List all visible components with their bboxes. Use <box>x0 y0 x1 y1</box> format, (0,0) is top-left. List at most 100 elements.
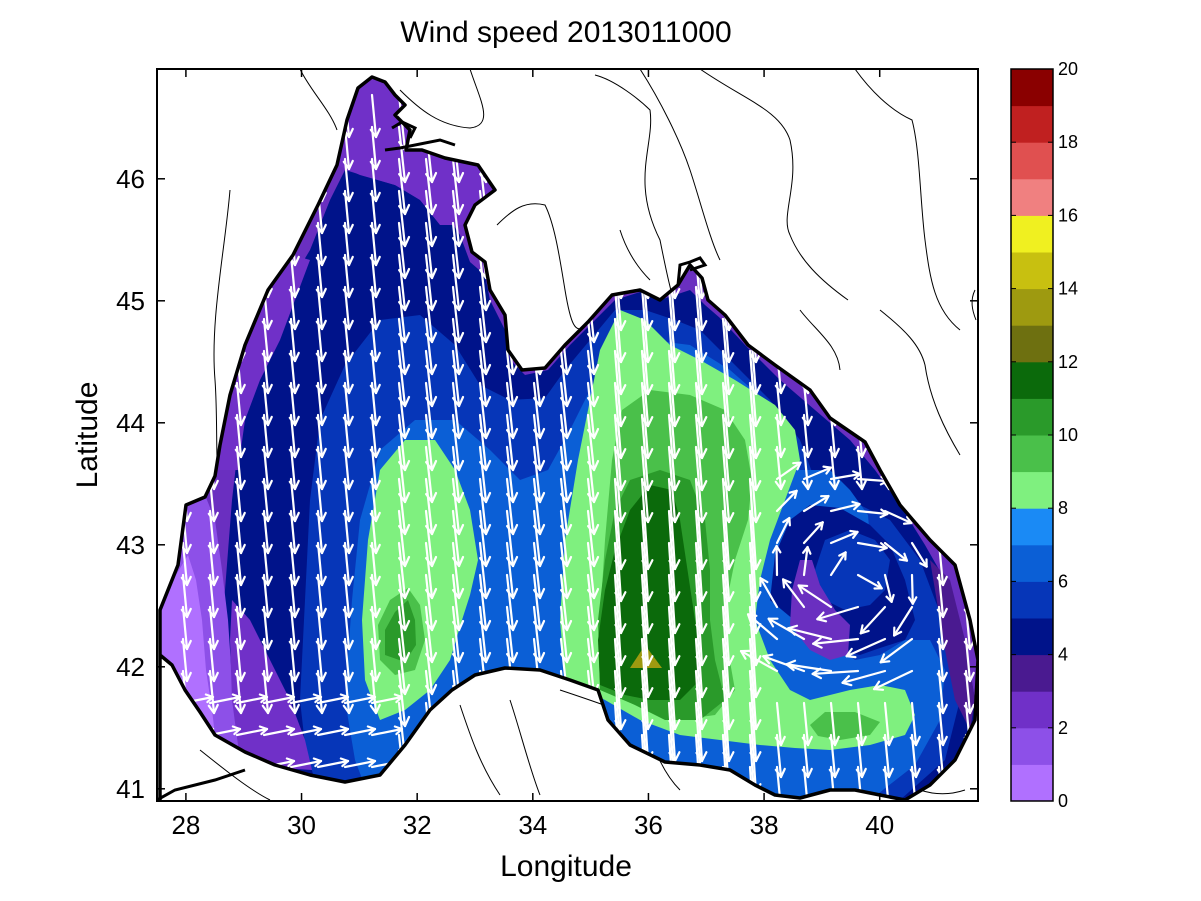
wind-arrow <box>775 516 791 545</box>
colorbar-band <box>1011 654 1053 692</box>
wind-arrow <box>829 470 862 481</box>
zone-9-10-southeast <box>810 712 880 740</box>
wind-arrow <box>829 551 847 577</box>
wind-arrow <box>856 541 888 552</box>
wind-arrow <box>235 693 269 705</box>
colorbar-band <box>1011 691 1053 729</box>
colorbar-tick-label: 16 <box>1058 205 1078 225</box>
colorbar-band <box>1011 435 1053 473</box>
y-axis-ticks: 41 42 43 44 45 46 <box>116 164 978 804</box>
wind-arrow <box>802 494 830 513</box>
wind-arrow <box>207 669 219 715</box>
wind-arrow <box>315 669 327 715</box>
colorbar-tick-label: 4 <box>1058 645 1068 665</box>
colorbar-band <box>1011 544 1053 582</box>
colorbar-band <box>1011 142 1053 180</box>
wind-arrow <box>893 605 914 637</box>
wind-arrow <box>828 445 840 491</box>
colorbar-tick-label: 0 <box>1058 791 1068 811</box>
x-tick-label: 36 <box>634 810 663 840</box>
y-tick-label: 45 <box>116 286 145 316</box>
wind-arrow <box>883 573 895 603</box>
wind-arrow <box>856 573 883 590</box>
colorbar-tick-label: 8 <box>1058 498 1068 518</box>
colorbar-band <box>1011 764 1053 802</box>
wind-arrow <box>343 693 377 705</box>
wind-arrow <box>762 653 806 673</box>
wind-arrow <box>774 445 786 491</box>
y-tick-label: 46 <box>116 164 145 194</box>
colorbar-band <box>1011 252 1053 290</box>
wind-arrow <box>910 765 921 800</box>
wind-arrow <box>370 725 404 737</box>
azov-coastline <box>676 256 708 286</box>
wind-arrow <box>855 445 867 491</box>
wind-arrow <box>739 649 779 673</box>
wind-arrow <box>816 605 860 623</box>
wind-arrow <box>748 733 758 800</box>
wind-arrow <box>879 637 914 664</box>
colorbar-band <box>1011 508 1053 546</box>
wind-arrow <box>288 669 300 715</box>
colorbar-band <box>1011 215 1053 253</box>
wind-arrow <box>811 667 860 680</box>
wind-arrow <box>859 605 887 635</box>
wind-arrow <box>781 578 806 609</box>
wind-arrow <box>812 637 860 649</box>
wind-arrow <box>343 725 377 737</box>
wind-arrow <box>775 461 802 481</box>
wind-arrow <box>261 669 273 715</box>
wind-arrow <box>771 544 782 577</box>
wind-arrow <box>262 693 296 705</box>
plot-frame <box>156 68 979 802</box>
zone-5-6-eddy <box>815 530 890 610</box>
wind-arrow <box>829 765 840 800</box>
wind-arrow <box>802 765 813 800</box>
wind-arrow <box>845 637 887 659</box>
wind-arrow <box>316 757 350 769</box>
wind-arrow <box>289 693 323 705</box>
wind-arrow <box>910 541 928 568</box>
wind-arrow <box>883 509 913 525</box>
wind-arrow <box>907 573 918 605</box>
wind-arrow <box>873 669 914 691</box>
colorbar-ticks: 0 2 4 6 8 10 12 14 16 18 20 <box>1011 59 1078 811</box>
wind-arrow <box>801 545 812 577</box>
zone-10-11-west <box>385 600 416 662</box>
colorbar-band <box>1011 727 1053 765</box>
colorbar-band <box>1011 105 1053 143</box>
wind-arrow <box>801 445 813 491</box>
wind-arrow <box>767 617 806 641</box>
chart-title: Wind speed 2013011000 <box>400 16 731 49</box>
wind-arrow <box>235 725 269 737</box>
wind-arrow <box>775 489 798 513</box>
coastline <box>158 75 978 801</box>
colorbar-band <box>1011 471 1053 509</box>
colorbar-tick-label: 2 <box>1058 718 1068 738</box>
land-contour-lines <box>199 69 977 801</box>
wind-arrow <box>316 725 350 737</box>
x-tick-label: 32 <box>403 810 432 840</box>
x-tick-label: 30 <box>287 810 316 840</box>
colorbar-band <box>1011 325 1053 363</box>
x-axis-ticks: 28 30 32 34 36 38 40 <box>171 69 894 840</box>
x-tick-label: 38 <box>750 810 779 840</box>
y-tick-label: 44 <box>116 408 145 438</box>
wind-arrow <box>829 529 859 545</box>
wind-arrow <box>262 725 296 737</box>
colorbar-band <box>1011 581 1053 619</box>
colorbar-band <box>1011 178 1053 216</box>
y-tick-label: 43 <box>116 530 145 560</box>
colorbar-band <box>1011 618 1053 656</box>
wind-arrow <box>370 693 404 705</box>
dnieper-estuary <box>384 120 456 152</box>
wind-arrow <box>856 765 867 800</box>
wind-arrow <box>797 584 833 609</box>
colorbar-band <box>1011 361 1053 399</box>
colorbar-tick-label: 12 <box>1058 352 1078 372</box>
colorbar-tick-label: 10 <box>1058 425 1078 445</box>
wind-arrow <box>787 624 833 641</box>
colorbar-band <box>1011 398 1053 436</box>
wind-arrow <box>234 669 246 715</box>
